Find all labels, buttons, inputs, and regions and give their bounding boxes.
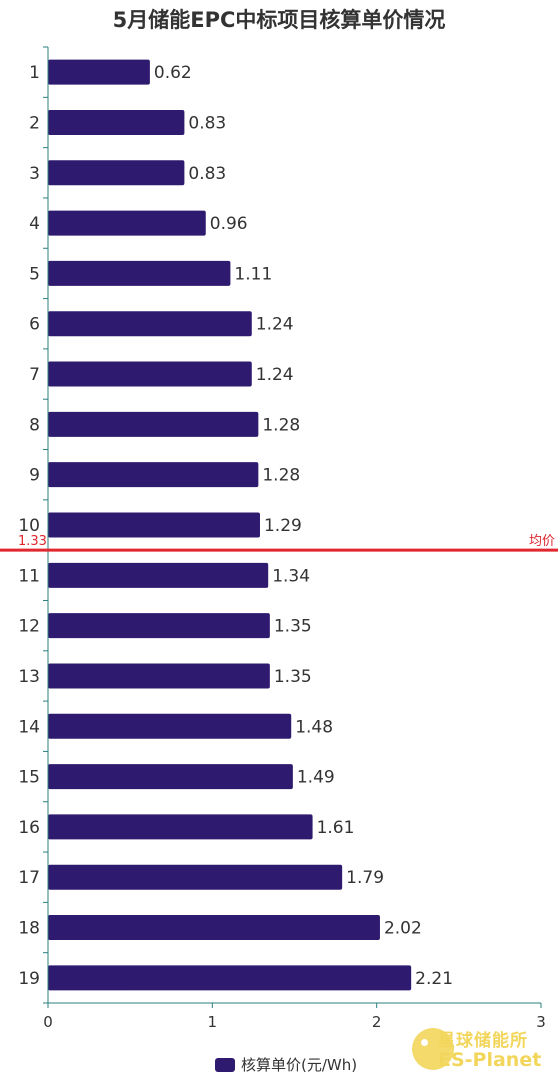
value-label-18: 2.02 [384, 919, 422, 939]
watermark-en: ES-Planet [438, 1049, 542, 1071]
average-text-label: 均价 [529, 534, 555, 549]
bar-6[interactable] [48, 311, 252, 337]
planet-icon [412, 1028, 454, 1070]
bar-12[interactable] [48, 613, 270, 639]
category-label-17: 17 [18, 868, 40, 888]
category-label-5: 5 [29, 264, 40, 284]
watermark-logo: 星球储能所 ES-Planet [410, 1024, 558, 1076]
legend[interactable]: 核算单价(元/Wh) [215, 1054, 357, 1075]
x-tick-label-2: 2 [372, 1013, 382, 1031]
legend-label: 核算单价(元/Wh) [241, 1056, 358, 1074]
value-labels: 0.62 0.83 0.83 0.96 1.11 1.24 1.24 1.28 1.28 1.29… [154, 63, 453, 989]
bar-15[interactable] [48, 764, 293, 790]
category-label-15: 15 [18, 768, 40, 788]
category-label-7: 7 [29, 365, 40, 385]
bar-8[interactable] [48, 411, 259, 437]
value-label-9: 1.28 [262, 466, 300, 486]
x-tick-label-1: 1 [208, 1013, 218, 1031]
value-label-17: 1.79 [346, 868, 384, 888]
bar-5[interactable] [48, 260, 231, 286]
bar-4[interactable] [48, 210, 206, 236]
bar-7[interactable] [48, 361, 252, 387]
bars-group [48, 59, 412, 991]
category-label-2: 2 [29, 113, 40, 133]
category-label-8: 8 [29, 415, 40, 435]
average-value-label: 1.33 [18, 534, 47, 549]
category-label-6: 6 [29, 315, 40, 335]
bar-17[interactable] [48, 864, 343, 890]
category-label-1: 1 [29, 63, 40, 83]
category-label-3: 3 [29, 164, 40, 184]
bar-19[interactable] [48, 965, 412, 991]
value-label-10: 1.29 [264, 516, 302, 536]
category-label-19: 19 [18, 969, 40, 989]
value-label-12: 1.35 [274, 617, 312, 637]
category-label-11: 11 [18, 566, 40, 586]
bar-2[interactable] [48, 109, 185, 135]
bar-16[interactable] [48, 814, 313, 840]
value-label-13: 1.35 [274, 667, 312, 687]
bar-1[interactable] [48, 59, 150, 85]
value-label-5: 1.11 [234, 264, 272, 284]
value-label-14: 1.48 [295, 717, 333, 737]
category-label-13: 13 [18, 667, 40, 687]
value-label-19: 2.21 [415, 969, 453, 989]
value-label-4: 0.96 [210, 214, 248, 234]
category-label-9: 9 [29, 466, 40, 486]
category-label-16: 16 [18, 818, 40, 838]
category-label-12: 12 [18, 617, 40, 637]
category-label-10: 10 [18, 516, 40, 536]
category-label-18: 18 [18, 919, 40, 939]
bar-18[interactable] [48, 915, 380, 941]
value-label-2: 0.83 [188, 113, 226, 133]
x-tick-label-3: 3 [536, 1013, 546, 1031]
bar-3[interactable] [48, 160, 185, 186]
value-label-1: 0.62 [154, 63, 192, 83]
legend-swatch [215, 1057, 235, 1072]
watermark-cn: 星球储能所 [438, 1031, 528, 1051]
axes-group: 0 1 2 3 [43, 46, 546, 1031]
value-label-11: 1.34 [272, 566, 310, 586]
value-label-16: 1.61 [317, 818, 355, 838]
value-label-7: 1.24 [256, 365, 294, 385]
average-line-group: 1.33 均价 [0, 534, 558, 552]
category-label-4: 4 [29, 214, 40, 234]
x-tick-label-0: 0 [43, 1013, 53, 1031]
value-label-3: 0.83 [188, 164, 226, 184]
value-label-15: 1.49 [297, 768, 335, 788]
bar-9[interactable] [48, 462, 259, 488]
chart-title: 5月储能EPC中标项目核算单价情况 [112, 8, 446, 32]
category-label-14: 14 [18, 717, 40, 737]
bar-14[interactable] [48, 713, 292, 739]
bar-10[interactable] [48, 512, 260, 538]
value-label-6: 1.24 [256, 315, 294, 335]
bar-13[interactable] [48, 663, 270, 689]
bar-11[interactable] [48, 562, 269, 588]
value-label-8: 1.28 [262, 415, 300, 435]
